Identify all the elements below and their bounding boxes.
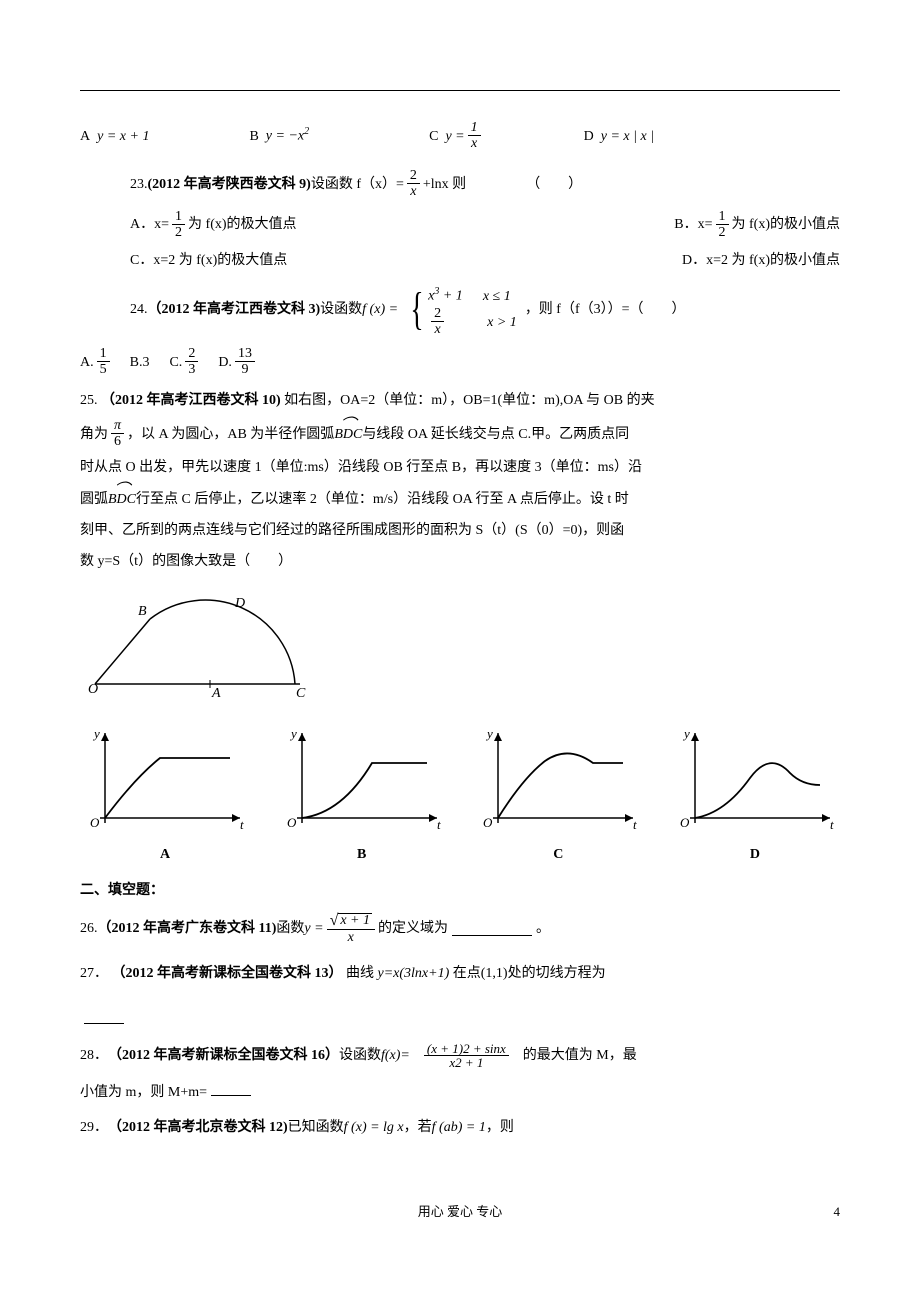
q25-line3: 时从点 O 出发，甲先以速度 1（单位:ms）沿线段 OB 行至点 B，再以速度… xyxy=(80,455,840,480)
graph-c: O y t C xyxy=(473,723,643,867)
arc-bdc-2: BDC xyxy=(108,487,136,512)
q23-opt-d: D． x=2 为 f(x)的极小值点 xyxy=(682,248,840,273)
q25-line4: 圆弧 BDC 行至点 C 后停止，乙以速率 2（单位：m/s）沿线段 OA 行至… xyxy=(80,487,840,512)
page-number: 4 xyxy=(834,1200,841,1223)
opt-d-expr: y = x | x | xyxy=(601,124,654,149)
q25-line1: 25. （2012 年高考江西卷文科 10) 如右图，OA=2（单位：m），OB… xyxy=(80,388,840,413)
svg-text:O: O xyxy=(88,682,98,697)
q25-line6: 数 y=S（t）的图像大致是（ ） xyxy=(80,549,840,574)
footer-motto: 用心 爱心 专心 xyxy=(418,1204,503,1219)
svg-text:O: O xyxy=(680,815,690,830)
svg-text:t: t xyxy=(633,817,637,832)
q23-stem: 23. (2012 年高考陕西卷文科 9) 设函数 f（x）= 2x +lnx … xyxy=(130,169,840,199)
svg-text:t: t xyxy=(437,817,441,832)
q28-line2: 小值为 m，则 M+m= xyxy=(80,1080,840,1105)
graph-a: O y t A xyxy=(80,723,250,867)
svg-text:C: C xyxy=(296,686,306,699)
q26: 26. （2012 年高考广东卷文科 11) 函数 y = √x + 1 x 的… xyxy=(80,913,840,945)
q25-line2: 角为 π6 ，以 A 为圆心，AB 为半径作圆弧 BDC 与线段 OA 延长线交… xyxy=(80,419,840,449)
svg-text:O: O xyxy=(483,815,493,830)
left-brace-icon: { xyxy=(410,291,423,328)
top-rule xyxy=(80,90,840,91)
q25-graph-options: O y t A O y t B O y t C xyxy=(80,723,840,867)
q27: 27． （2012 年高考新课标全国卷文科 13） 曲线 y=x(3lnx+1)… xyxy=(80,961,840,986)
q25-line5: 刻甲、乙所到的两点连线与它们经过的路径所围成图形的面积为 S（t）(S（0）=0… xyxy=(80,518,840,543)
q23-opt-a: A． x= 12 为 f(x)的极大值点 xyxy=(130,210,297,240)
q24-options: A. 15 B.3 C. 23 D. 139 xyxy=(80,347,840,377)
q29: 29． （2012 年高考北京卷文科 12) 已知函数 f (x) = lg x… xyxy=(80,1115,840,1140)
svg-text:t: t xyxy=(240,817,244,832)
page-footer: 用心 爱心 专心 4 xyxy=(80,1200,840,1223)
arc-bdc: BDC xyxy=(334,422,362,447)
opt-b-label: B xyxy=(249,124,258,149)
svg-text:A: A xyxy=(211,686,221,699)
svg-text:D: D xyxy=(234,596,245,611)
section-2-title: 二、填空题： xyxy=(80,878,840,903)
svg-text:y: y xyxy=(92,726,100,741)
graph-b: O y t B xyxy=(277,723,447,867)
opt-c-label: C xyxy=(429,124,438,149)
graph-d: O y t D xyxy=(670,723,840,867)
q25-geometry-figure: O B D A C xyxy=(80,589,840,708)
q23-opt-b: B． x= 12 为 f(x)的极小值点 xyxy=(674,210,840,240)
svg-text:O: O xyxy=(90,815,100,830)
svg-text:y: y xyxy=(485,726,493,741)
q22-options: A y = x + 1 B y = −x2 C y = 1x D y = x |… xyxy=(80,121,840,151)
svg-text:y: y xyxy=(289,726,297,741)
q28: 28． （2012 年高考新课标全国卷文科 16） 设函数 f(x)= (x +… xyxy=(80,1042,840,1070)
blank-27 xyxy=(84,1010,124,1024)
q23-opt-c: C． x=2 为 f(x)的极大值点 xyxy=(130,248,287,273)
q24-stem: 24. （2012 年高考江西卷文科 3) 设函数 f (x) = { x3 +… xyxy=(130,283,840,335)
svg-text:B: B xyxy=(138,604,147,619)
svg-text:t: t xyxy=(830,817,834,832)
svg-text:O: O xyxy=(287,815,297,830)
svg-text:y: y xyxy=(682,726,690,741)
opt-a-label: A xyxy=(80,124,90,149)
opt-a-expr: y = x + 1 xyxy=(97,124,149,149)
blank-28 xyxy=(211,1082,251,1096)
opt-d-label: D xyxy=(584,124,594,149)
blank-26 xyxy=(452,922,532,936)
